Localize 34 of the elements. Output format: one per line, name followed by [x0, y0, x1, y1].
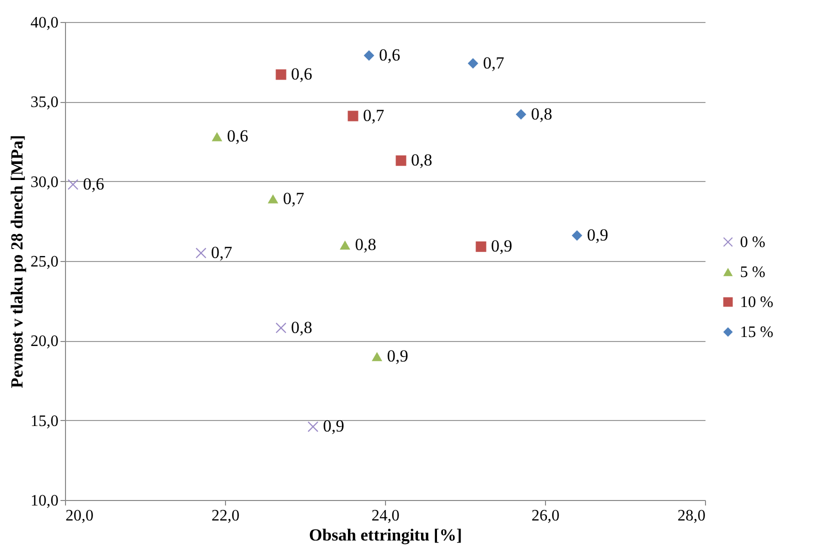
y-axis-title: Pevnost v tlaku po 28 dnech [MPa]	[8, 134, 26, 388]
x-tick-label: 28,0	[678, 508, 706, 524]
x-axis-title: Obsah ettringitu [%]	[309, 526, 462, 544]
x-tick-label: 26,0	[532, 508, 560, 524]
legend-label: 10 %	[740, 294, 774, 311]
legend-label: 0 %	[740, 234, 766, 251]
annotation: 0,9	[323, 416, 344, 436]
x-tick-label: 24,0	[372, 508, 400, 524]
annotation: 0,8	[291, 318, 312, 337]
annotation: 0,7	[363, 106, 385, 126]
annotation: 0,8	[411, 150, 432, 170]
legend-label: 5 %	[740, 264, 766, 281]
annotation: 0,8	[531, 104, 552, 124]
annotation: 0,6	[379, 45, 400, 64]
x-tick-label: 22,0	[212, 508, 240, 524]
y-tick-label: 25,0	[30, 254, 58, 270]
x-tick-label: 20,0	[66, 508, 94, 524]
annotation: 0,9	[491, 236, 512, 256]
annotation: 0,7	[483, 53, 505, 72]
annotation: 0,6	[291, 64, 312, 84]
y-tick-label: 35,0	[30, 94, 58, 112]
y-tick-label: 15,0	[30, 412, 58, 430]
annotation: 0,6	[83, 174, 104, 194]
annotation: 0,9	[587, 226, 608, 245]
annotation: 0,8	[355, 235, 376, 254]
annotation: 0,7	[283, 188, 305, 208]
annotation: 0,6	[227, 126, 248, 146]
y-tick-label: 10,0	[30, 492, 58, 510]
y-tick-label: 20,0	[30, 333, 58, 350]
annotation: 0,9	[387, 346, 408, 366]
y-tick-label: 30,0	[30, 174, 58, 191]
y-tick-label: 40,0	[30, 14, 58, 32]
legend-label: 15 %	[740, 324, 774, 341]
annotation: 0,7	[211, 243, 233, 262]
